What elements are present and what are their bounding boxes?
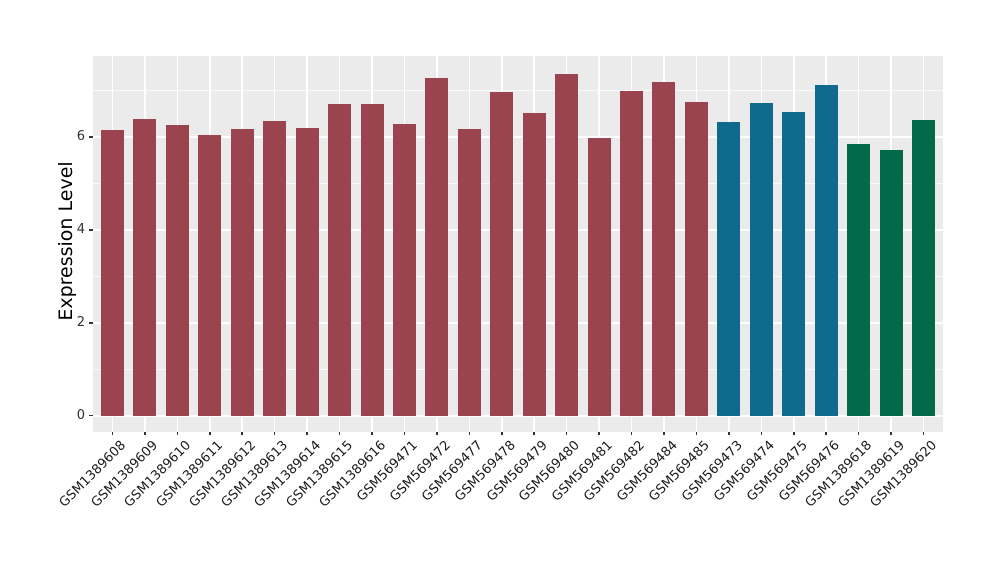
bar-GSM569481 — [587, 138, 611, 416]
x-tick-mark-GSM569475 — [793, 432, 795, 435]
bar-GSM569478 — [490, 92, 514, 416]
y-tick-mark-0 — [89, 414, 93, 417]
x-tick-mark-GSM569472 — [436, 432, 438, 435]
bar-GSM569472 — [425, 78, 449, 416]
y-tick-mark-4 — [89, 229, 93, 231]
gridline-major-y2 — [93, 321, 943, 324]
y-tick-label-6: 6 — [76, 129, 85, 144]
x-tick-mark-GSM1389608 — [111, 432, 114, 435]
x-tick-mark-GSM1389612 — [241, 432, 243, 435]
bar-GSM1389616 — [360, 103, 384, 416]
bar-GSM1389612 — [230, 129, 254, 416]
bar-GSM569479 — [522, 112, 546, 416]
bar-GSM569474 — [749, 102, 773, 416]
bar-GSM569473 — [717, 121, 741, 416]
x-tick-mark-GSM569471 — [403, 432, 406, 435]
gridline-minor-y7 — [93, 90, 943, 92]
bar-GSM1389611 — [198, 134, 222, 416]
y-tick-label-2: 2 — [76, 314, 85, 330]
bar-GSM1389614 — [295, 127, 319, 416]
x-tick-mark-GSM1389614 — [306, 432, 308, 435]
bar-GSM569480 — [555, 74, 579, 416]
gridline-minor-y3 — [93, 275, 943, 277]
plot-panel — [93, 56, 943, 432]
gridline-major-y6 — [93, 136, 943, 138]
gridline-minor-y5 — [93, 182, 943, 184]
y-tick-label-4: 4 — [76, 221, 85, 237]
bar-GSM1389619 — [879, 149, 903, 416]
x-tick-mark-GSM1389619 — [890, 432, 892, 435]
gridline-major-y0 — [93, 414, 943, 417]
x-tick-mark-GSM569480 — [565, 432, 568, 435]
x-tick-mark-GSM569473 — [728, 432, 730, 435]
x-tick-mark-GSM569474 — [760, 432, 763, 435]
bar-GSM569485 — [684, 102, 708, 416]
bar-GSM1389608 — [100, 130, 124, 416]
x-tick-mark-GSM1389616 — [371, 432, 373, 435]
x-tick-mark-GSM1389609 — [144, 432, 146, 435]
bar-GSM1389620 — [912, 120, 936, 416]
x-tick-mark-GSM569478 — [501, 432, 503, 435]
x-tick-mark-GSM569485 — [695, 432, 698, 435]
x-tick-mark-GSM1389620 — [922, 432, 925, 435]
y-tick-label-0: 0 — [76, 407, 85, 423]
x-tick-mark-GSM1389610 — [176, 432, 179, 435]
bar-GSM1389615 — [328, 103, 352, 416]
x-tick-mark-GSM1389611 — [209, 432, 211, 435]
x-tick-mark-GSM1389613 — [273, 432, 276, 435]
bar-GSM569471 — [392, 124, 416, 416]
x-tick-mark-GSM1389615 — [338, 432, 341, 435]
bar-GSM569476 — [814, 84, 838, 416]
bar-GSM569484 — [652, 82, 676, 416]
bar-GSM1389613 — [263, 120, 287, 416]
gridline-major-y4 — [93, 228, 943, 231]
bar-GSM1389618 — [847, 143, 871, 416]
bar-GSM569475 — [782, 111, 806, 416]
bar-GSM1389609 — [133, 118, 157, 416]
x-tick-mark-GSM569481 — [598, 432, 600, 435]
y-axis-title: Expression Level — [55, 161, 77, 321]
x-tick-mark-GSM569477 — [468, 432, 471, 435]
x-tick-mark-GSM569482 — [630, 432, 633, 435]
gridline-minor-y1 — [93, 368, 943, 370]
bar-GSM569477 — [457, 128, 481, 416]
bar-GSM569482 — [620, 90, 644, 416]
y-tick-mark-2 — [89, 322, 93, 324]
x-tick-mark-GSM1389618 — [857, 432, 860, 435]
x-tick-mark-GSM569484 — [663, 432, 665, 435]
y-tick-mark-6 — [89, 136, 93, 138]
bar-GSM1389610 — [165, 125, 189, 416]
x-tick-mark-GSM569476 — [825, 432, 827, 435]
x-tick-mark-GSM569479 — [533, 432, 535, 435]
